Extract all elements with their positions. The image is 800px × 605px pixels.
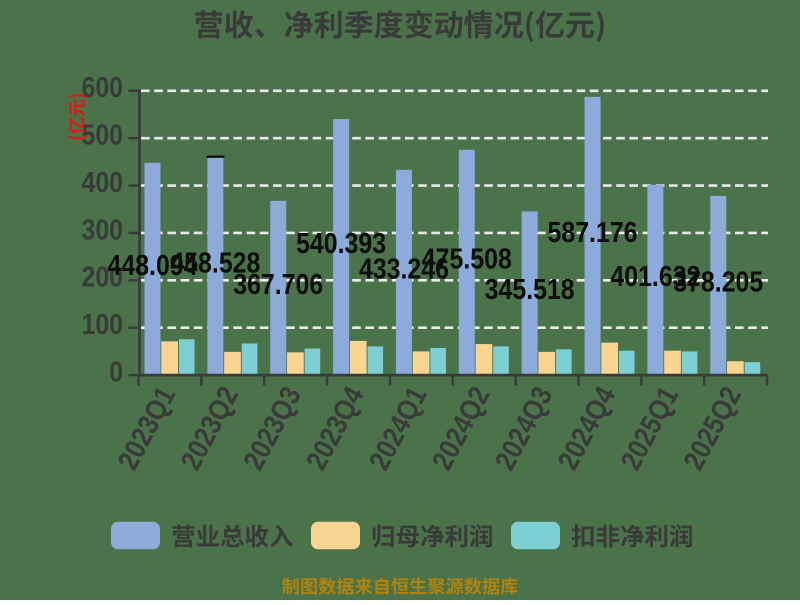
svg-text:401.632: 401.632 bbox=[610, 261, 700, 293]
svg-text:433.246: 433.246 bbox=[359, 253, 449, 285]
svg-text:587.176: 587.176 bbox=[548, 217, 638, 249]
svg-text:200: 200 bbox=[82, 262, 124, 294]
svg-text:300: 300 bbox=[82, 214, 124, 246]
svg-text:458.528: 458.528 bbox=[170, 247, 260, 279]
svg-text:540.393: 540.393 bbox=[296, 228, 386, 260]
svg-text:475.508: 475.508 bbox=[422, 243, 512, 275]
svg-text:600: 600 bbox=[82, 72, 124, 104]
svg-text:400: 400 bbox=[82, 167, 124, 199]
svg-text:448.094: 448.094 bbox=[108, 250, 198, 282]
svg-text:100: 100 bbox=[82, 309, 124, 341]
svg-text:0: 0 bbox=[109, 356, 123, 388]
svg-text:367.706: 367.706 bbox=[233, 269, 323, 301]
svg-text:378.205: 378.205 bbox=[673, 266, 763, 298]
svg-text:345.518: 345.518 bbox=[485, 274, 575, 306]
svg-text:500: 500 bbox=[82, 119, 124, 151]
